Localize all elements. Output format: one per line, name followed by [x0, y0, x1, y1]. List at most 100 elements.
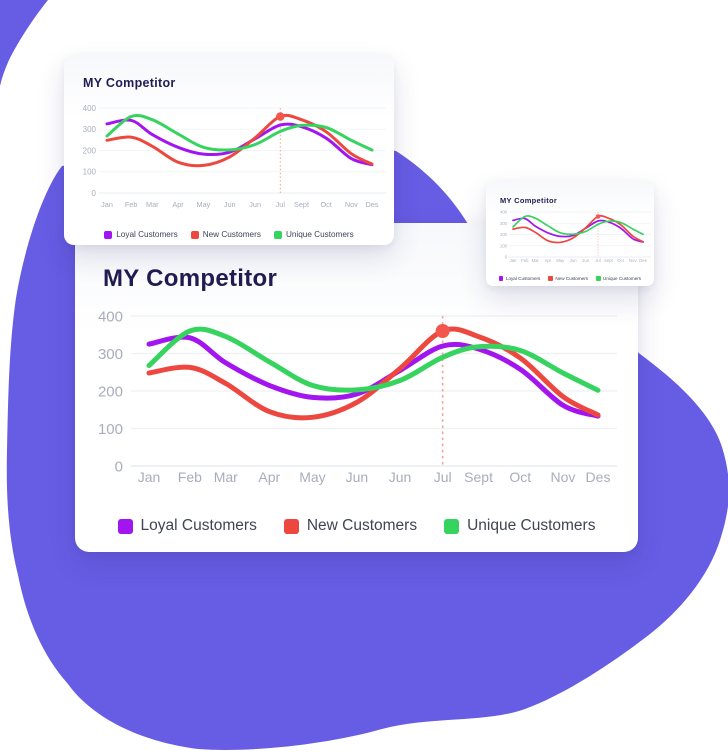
legend-item-loyal-customers: Loyal Customers — [498, 276, 541, 281]
x-tick-label: Jun — [582, 258, 589, 263]
legend-label: Unique Customers — [467, 517, 596, 534]
legend-item-new-customers: New Customers — [548, 276, 588, 281]
x-tick-label: Jun — [570, 258, 577, 263]
x-tick-label: Jan — [510, 258, 517, 263]
series-line-new-customers — [512, 215, 644, 244]
x-tick-label: Jul — [434, 469, 452, 485]
x-tick-label: Oct — [509, 469, 531, 485]
y-tick-label: 0 — [505, 255, 508, 260]
legend-swatch — [444, 518, 460, 534]
x-tick-label: Jan — [101, 200, 113, 209]
x-tick-label: Jun — [389, 469, 412, 485]
chart-title: MY Competitor — [103, 264, 278, 292]
legend-swatch — [596, 276, 601, 281]
chart-card-small: MY Competitor 0 100 200 300 400 Jan Feb Mar Apr M… — [486, 181, 654, 286]
y-tick-label: 0 — [115, 458, 123, 475]
x-tick-label: Oct — [320, 200, 331, 209]
x-tick-label: Nov — [551, 469, 576, 485]
series-line-unique-customers — [105, 113, 374, 152]
y-tick-label: 200 — [500, 232, 508, 237]
legend-swatch — [498, 276, 504, 281]
x-tick-label: Feb — [521, 258, 529, 263]
series-line-new-customers — [146, 326, 601, 421]
y-tick-label: 100 — [98, 421, 123, 438]
legend-swatch — [190, 230, 199, 239]
x-tick-label: Des — [639, 258, 646, 263]
y-tick-label: 100 — [500, 243, 508, 248]
series-line-new-customers — [105, 113, 374, 168]
x-tick-label: May — [299, 469, 325, 485]
corner-wedge — [0, 0, 48, 86]
legend-item-unique-customers: Unique Customers — [444, 517, 595, 535]
y-tick-label: 300 — [98, 346, 123, 363]
legend-item-new-customers: New Customers — [190, 230, 261, 239]
x-tick-label: Mar — [532, 258, 540, 263]
legend-label: Loyal Customers — [505, 276, 541, 281]
x-tick-label: Jun — [249, 200, 261, 209]
x-tick-label: Mar — [214, 469, 238, 485]
y-tick-label: 100 — [83, 168, 97, 177]
chart-card-medium: MY Competitor 0 100 200 300 400 Jan Feb Mar Apr M… — [64, 55, 394, 245]
marker-dot — [276, 112, 285, 121]
x-tick-label: Sept — [464, 469, 493, 485]
legend-swatch — [283, 518, 299, 534]
legend-item-unique-customers: Unique Customers — [273, 230, 354, 239]
legend-item-loyal-customers: Loyal Customers — [104, 230, 178, 239]
x-tick-label: Nov — [629, 258, 637, 263]
y-tick-label: 200 — [83, 146, 97, 155]
x-tick-label: Des — [586, 469, 611, 485]
series-line-unique-customers — [146, 326, 601, 393]
x-tick-label: Jul — [595, 258, 600, 263]
x-tick-label: Feb — [125, 200, 138, 209]
x-tick-label: Nov — [345, 200, 358, 209]
x-tick-label: Apr — [172, 200, 184, 209]
x-tick-label: Jun — [224, 200, 236, 209]
x-tick-label: Mar — [146, 200, 159, 209]
legend-item-loyal-customers: Loyal Customers — [117, 517, 257, 535]
chart-title: MY Competitor — [83, 76, 176, 91]
x-tick-label: Jan — [138, 469, 161, 485]
y-tick-label: 300 — [500, 221, 508, 226]
legend-label: Unique Customers — [285, 230, 354, 239]
legend-swatch — [117, 518, 133, 534]
x-tick-label: Apr — [258, 469, 280, 485]
line-chart-medium: 0 100 200 300 400 Jan Feb Mar Apr May Jun Jun Jul Sep… — [83, 104, 386, 209]
legend-item-unique-customers: Unique Customers — [596, 276, 641, 281]
y-tick-label: 400 — [500, 210, 508, 215]
chart-legend: Loyal Customers New Customers Unique Custo… — [75, 517, 638, 535]
y-tick-label: 300 — [83, 125, 97, 134]
x-tick-label: Des — [366, 200, 379, 209]
legend-label: New Customers — [306, 517, 418, 534]
marker-dot — [435, 324, 450, 338]
x-tick-label: Sept — [604, 258, 613, 263]
marker-dot — [595, 214, 601, 219]
x-tick-label: May — [556, 258, 565, 263]
line-chart-large: 0 100 200 300 400 Jan Feb Mar Apr May Jun Jun Jul Sep… — [98, 308, 617, 485]
chart-legend: Loyal Customers New Customers Unique Custo… — [486, 276, 654, 281]
legend-label: Loyal Customers — [116, 230, 178, 239]
legend-item-new-customers: New Customers — [283, 517, 418, 535]
legend-label: Loyal Customers — [140, 517, 257, 534]
y-tick-label: 400 — [98, 308, 123, 325]
legend-swatch — [273, 230, 282, 239]
x-tick-label: Feb — [178, 469, 202, 485]
x-tick-label: May — [197, 200, 211, 209]
legend-swatch — [104, 230, 113, 239]
x-tick-label: Sept — [294, 200, 309, 209]
legend-label: Unique Customers — [603, 276, 642, 281]
x-tick-label: Jun — [346, 469, 369, 485]
x-tick-label: Jul — [276, 200, 286, 209]
line-chart-small: 0 100 200 300 400 Jan Feb Mar Apr May Jun Jun Jul Sep… — [500, 210, 651, 263]
series-line-unique-customers — [512, 215, 644, 236]
legend-swatch — [548, 276, 553, 281]
legend-label: New Customers — [555, 276, 589, 281]
legend-label: New Customers — [202, 230, 261, 239]
chart-title: MY Competitor — [500, 196, 558, 206]
y-tick-label: 200 — [98, 383, 123, 400]
x-tick-label: Apr — [545, 258, 552, 263]
chart-legend: Loyal Customers New Customers Unique Custo… — [64, 230, 394, 239]
x-tick-label: Oct — [617, 258, 624, 263]
y-tick-label: 0 — [92, 189, 97, 198]
y-tick-label: 400 — [83, 104, 97, 113]
